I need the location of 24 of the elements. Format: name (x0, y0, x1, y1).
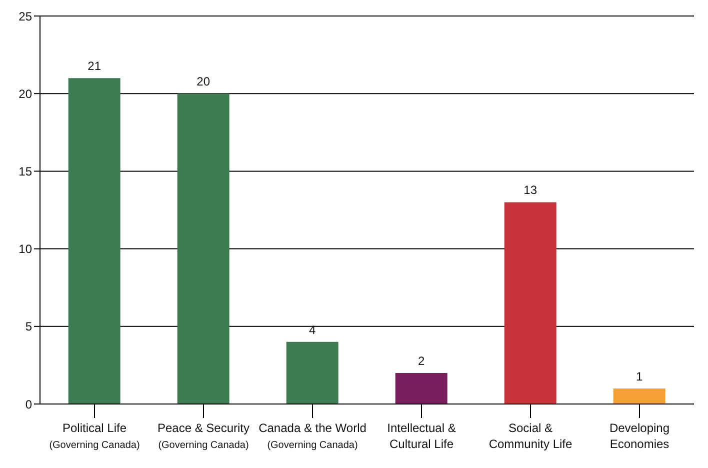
y-tick-label: 25 (18, 9, 32, 24)
x-tick-label: Peace & Security (Governing Canada) (157, 421, 250, 451)
data-label: 4 (308, 322, 316, 337)
bar (177, 94, 230, 404)
data-label: 13 (524, 183, 538, 198)
data-label: 20 (196, 74, 210, 89)
bar (286, 342, 338, 404)
data-label: 21 (88, 59, 102, 74)
x-tick-label: Social & Community Life (488, 421, 572, 451)
x-tick-label: Intellectual & Cultural Life (387, 421, 456, 451)
data-label: 1 (636, 369, 643, 384)
x-tick-label: Political Life (Governing Canada) (49, 421, 140, 451)
y-tick-label: 10 (18, 242, 32, 256)
bar (613, 388, 666, 404)
bar (395, 372, 448, 404)
data-label: 2 (418, 354, 425, 368)
x-tick-label: Canada & the World (Governing Canada) (258, 421, 366, 451)
y-tick-label: 20 (18, 86, 32, 101)
bar (504, 202, 556, 404)
y-tick-label: 15 (18, 164, 32, 178)
y-tick-label: 0 (25, 397, 32, 412)
bar (68, 78, 120, 404)
x-tick-label: Developing Economies (609, 421, 670, 451)
y-tick-label: 5 (25, 320, 32, 334)
